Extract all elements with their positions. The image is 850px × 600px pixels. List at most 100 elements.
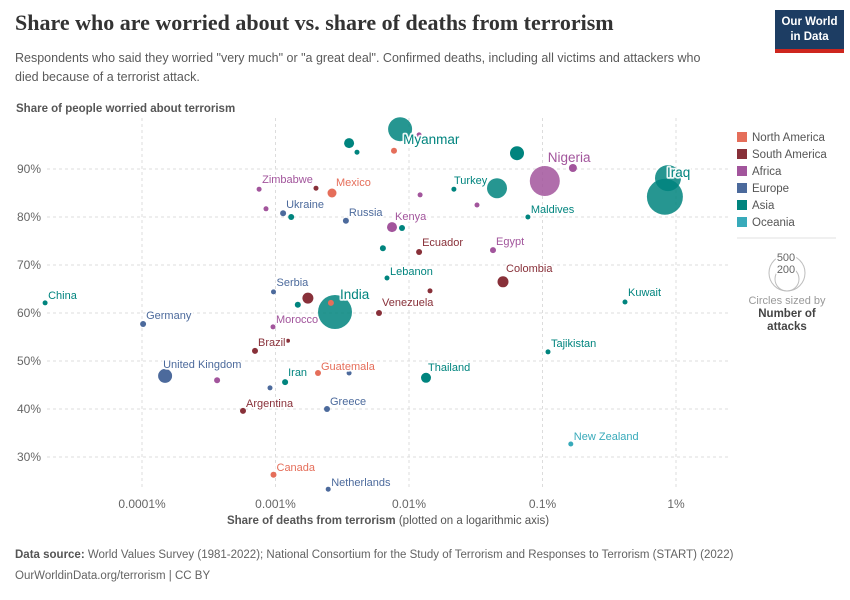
country-point[interactable]: [286, 338, 290, 343]
country-point[interactable]: [354, 149, 360, 155]
legend-label-europe[interactable]: Europe: [752, 183, 789, 195]
y-tick-label: 70%: [17, 258, 41, 272]
country-point[interactable]: [391, 147, 397, 154]
legend-label-oceania[interactable]: Oceania: [752, 217, 795, 229]
iraq-point[interactable]: [655, 165, 681, 192]
size-legend-value-inner: 200: [777, 264, 795, 276]
kuwait-point[interactable]: [622, 299, 628, 305]
canada-point[interactable]: [270, 471, 277, 478]
country-label: Iraq: [667, 165, 690, 180]
germany-point[interactable]: [140, 321, 147, 327]
chart-subtitle: Respondents who said they worried "very …: [15, 51, 701, 84]
new-zealand-point[interactable]: [568, 441, 574, 447]
legend-label-south-america[interactable]: South America: [752, 149, 827, 161]
y-tick-label: 50%: [17, 354, 41, 368]
country-point[interactable]: [294, 301, 301, 308]
owid-logo[interactable]: Our World in Data: [775, 10, 844, 53]
china-point[interactable]: [42, 300, 48, 306]
legend-swatch-africa[interactable]: [737, 166, 747, 176]
morocco-point[interactable]: [270, 324, 276, 330]
country-point[interactable]: [510, 146, 524, 161]
ukraine-point[interactable]: [280, 210, 287, 217]
brazil-point[interactable]: [252, 347, 258, 354]
country-point[interactable]: [344, 138, 355, 149]
country-point[interactable]: [313, 185, 319, 191]
country-point[interactable]: [427, 288, 433, 294]
country-label: Argentina: [246, 398, 294, 410]
size-legend-label-line2: attacks: [767, 321, 807, 333]
serbia-point[interactable]: [271, 289, 276, 295]
country-point[interactable]: [379, 245, 386, 252]
country-label: Greece: [330, 396, 366, 408]
country-label: Tajikistan: [551, 338, 596, 350]
netherlands-point[interactable]: [325, 486, 331, 492]
y-tick-label: 90%: [17, 162, 41, 176]
country-point[interactable]: [346, 370, 352, 376]
tajikistan-point[interactable]: [545, 349, 551, 355]
country-point[interactable]: [568, 164, 577, 172]
country-point[interactable]: [302, 292, 314, 304]
legend-swatch-oceania[interactable]: [737, 217, 747, 227]
legend-swatch-north-america[interactable]: [737, 132, 747, 142]
owid-link[interactable]: OurWorldinData.org/terrorism: [15, 569, 166, 582]
colombia-point[interactable]: [497, 276, 509, 288]
license-line: OurWorldinData.org/terrorism | CC BY: [15, 566, 733, 587]
country-label: Myanmar: [403, 132, 460, 147]
legend-label-africa[interactable]: Africa: [752, 166, 782, 178]
iran-point[interactable]: [282, 379, 289, 386]
ecuador-point[interactable]: [416, 249, 423, 255]
country-label: United Kingdom: [163, 359, 241, 371]
thailand-point[interactable]: [421, 372, 431, 383]
country-point[interactable]: [416, 132, 422, 138]
country-label: Russia: [349, 207, 384, 219]
russia-point[interactable]: [342, 217, 349, 224]
size-legend-circle-inner: [774, 266, 800, 292]
mexico-point[interactable]: [327, 188, 337, 198]
greece-point[interactable]: [324, 406, 330, 412]
argentina-point[interactable]: [240, 407, 246, 414]
country-point[interactable]: [327, 299, 334, 306]
guatemala-point[interactable]: [315, 370, 321, 376]
united-kingdom-point[interactable]: [158, 368, 173, 383]
data-source-text: World Values Survey (1981-2022); Nationa…: [84, 549, 734, 561]
myanmar-point[interactable]: [388, 117, 413, 142]
country-label: Mexico: [336, 177, 371, 189]
legend-swatch-europe[interactable]: [737, 183, 747, 193]
zimbabwe-point[interactable]: [256, 186, 262, 192]
country-point[interactable]: [263, 206, 269, 212]
country-label: Serbia: [277, 277, 310, 289]
country-point[interactable]: [288, 214, 295, 220]
legend-swatch-south-america[interactable]: [737, 149, 747, 159]
venezuela-point[interactable]: [376, 310, 382, 316]
data-source-label: Data source:: [15, 549, 85, 561]
legend-label-north-america[interactable]: North America: [752, 132, 825, 144]
country-point[interactable]: [214, 377, 221, 384]
country-point[interactable]: [267, 385, 273, 391]
country-point[interactable]: [451, 186, 457, 192]
data-source-line: Data source: World Values Survey (1981-2…: [15, 545, 733, 566]
country-point[interactable]: [399, 225, 405, 231]
country-point[interactable]: [474, 202, 480, 208]
nigeria-point[interactable]: [529, 166, 560, 196]
egypt-point[interactable]: [490, 247, 496, 254]
india-point[interactable]: [318, 295, 352, 329]
country-label: Netherlands: [331, 477, 391, 489]
y-tick-label: 40%: [17, 402, 41, 416]
turkey-point[interactable]: [487, 178, 507, 199]
country-label: India: [340, 287, 370, 302]
country-label: Brazil: [258, 337, 286, 349]
legend-label-asia[interactable]: Asia: [752, 200, 775, 212]
country-point[interactable]: [417, 192, 423, 198]
country-label: Kuwait: [628, 287, 661, 299]
country-label: Iran: [288, 367, 307, 379]
lebanon-point[interactable]: [384, 275, 390, 281]
kenya-point[interactable]: [387, 222, 397, 233]
maldives-point[interactable]: [525, 214, 531, 220]
country-label: Nigeria: [548, 150, 591, 165]
country-label: Guatemala: [321, 361, 376, 373]
x-tick-label: 0.1%: [529, 497, 557, 511]
country-label: Maldives: [531, 204, 575, 216]
legend-swatch-asia[interactable]: [737, 200, 747, 210]
